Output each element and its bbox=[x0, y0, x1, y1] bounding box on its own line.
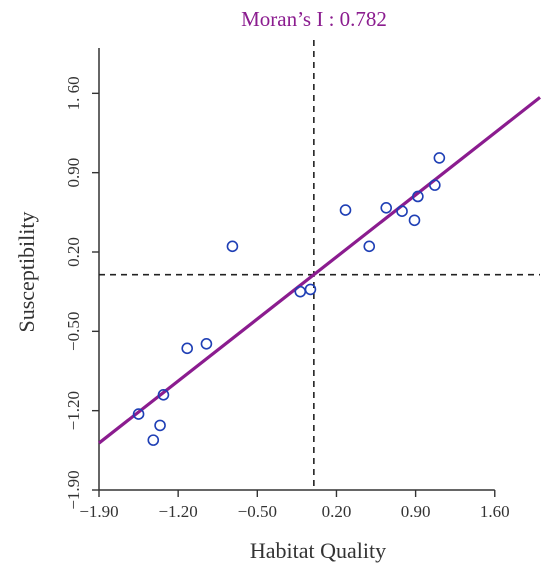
data-point-5 bbox=[181, 342, 193, 355]
data-point-16 bbox=[429, 179, 441, 191]
data-point-13 bbox=[396, 205, 408, 217]
y-tick-label: −1.90 bbox=[64, 470, 83, 509]
y-axis-label: Susceptibility bbox=[14, 212, 39, 333]
data-point-2 bbox=[147, 434, 160, 446]
x-axis-label: Habitat Quality bbox=[250, 538, 386, 563]
data-point-7 bbox=[226, 240, 239, 253]
x-tick-label: −1.20 bbox=[158, 502, 197, 521]
y-tick-label: 0.20 bbox=[64, 237, 83, 267]
plot-area bbox=[98, 40, 541, 491]
data-point-12 bbox=[380, 202, 393, 214]
data-point-4 bbox=[157, 388, 170, 401]
x-axis-ticks: −1.90 −1.20 −0.50 0.20 0.90 1.60 bbox=[79, 490, 510, 521]
data-point-11 bbox=[363, 240, 376, 253]
data-point-3 bbox=[154, 419, 166, 432]
x-tick-label: 1.60 bbox=[480, 502, 510, 521]
x-tick-label: 0.20 bbox=[322, 502, 352, 521]
x-tick-label: −0.50 bbox=[238, 502, 277, 521]
data-point-10 bbox=[339, 204, 352, 216]
data-point-17 bbox=[433, 152, 446, 164]
data-point-9 bbox=[304, 283, 317, 296]
chart-title: Moran’s I : 0.782 bbox=[241, 7, 387, 31]
y-tick-label: −1.20 bbox=[64, 391, 83, 430]
y-tick-label: 1. 60 bbox=[64, 76, 83, 110]
x-tick-label: 0.90 bbox=[401, 502, 431, 521]
y-axis-ticks: −1.90 −1.20 −0.50 0.20 0.90 1. 60 bbox=[64, 76, 99, 510]
y-tick-label: 0.90 bbox=[64, 158, 83, 188]
x-tick-label: −1.90 bbox=[79, 502, 118, 521]
y-tick-label: −0.50 bbox=[64, 312, 83, 351]
regression-line bbox=[98, 96, 541, 445]
data-point-6 bbox=[200, 337, 213, 350]
data-point-1 bbox=[132, 408, 145, 420]
data-point-15 bbox=[412, 190, 424, 203]
data-point-14 bbox=[408, 214, 421, 227]
data-point-8 bbox=[294, 285, 307, 298]
